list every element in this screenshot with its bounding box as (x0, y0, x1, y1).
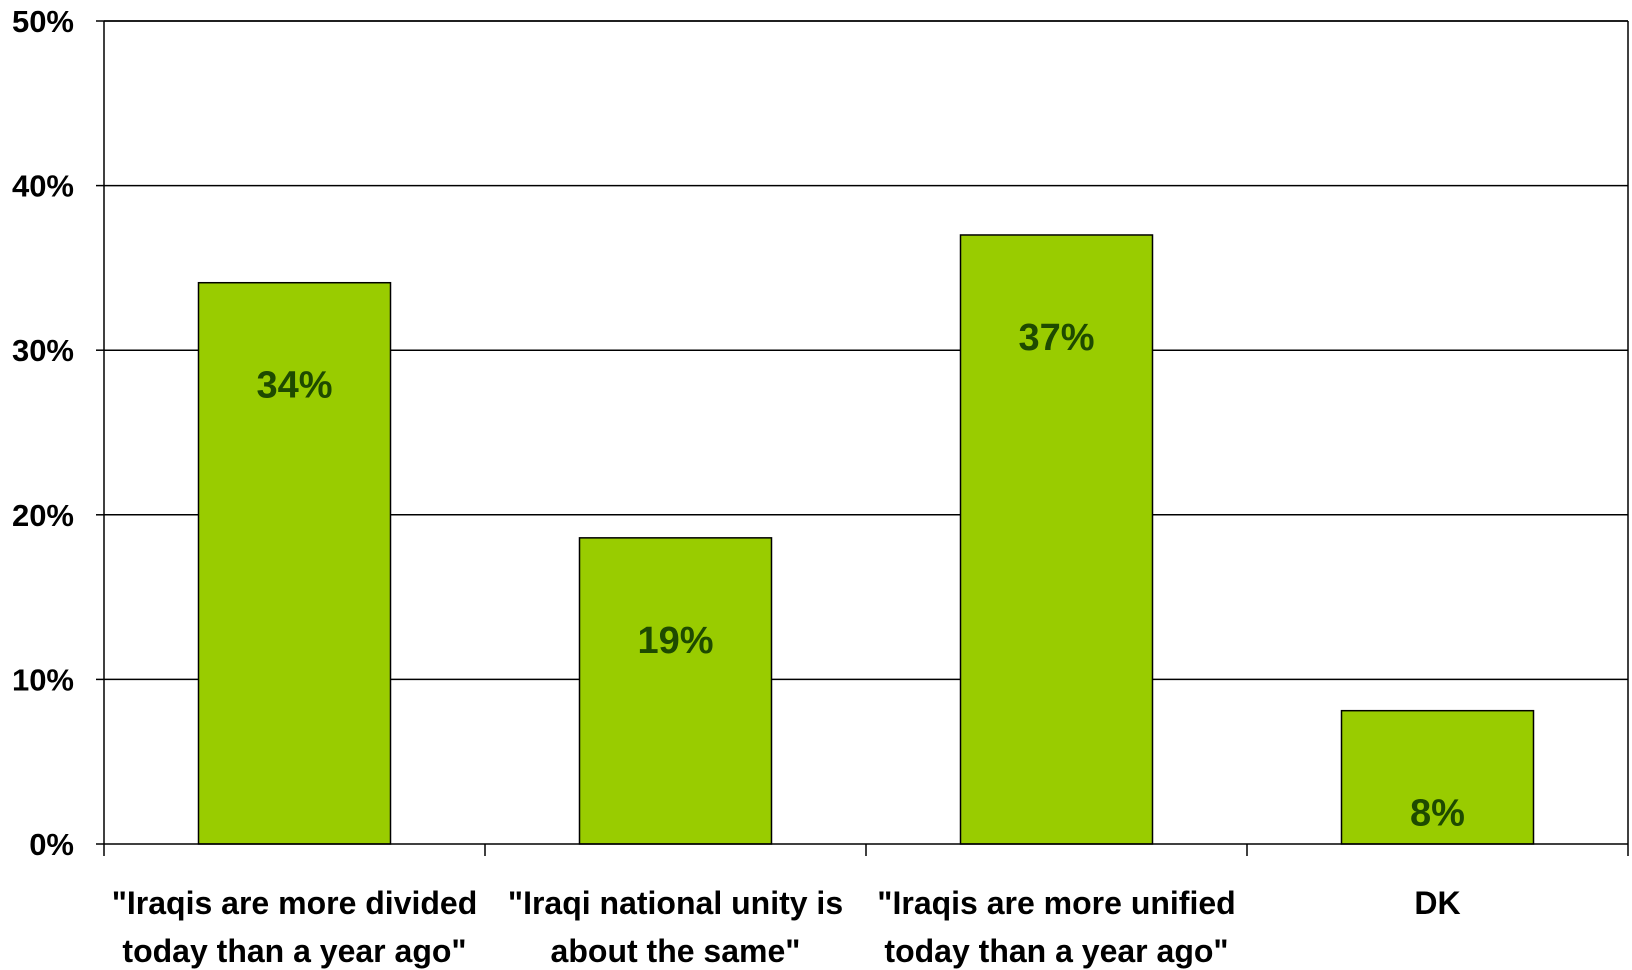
x-category-label-line: "Iraqi national unity is (508, 885, 843, 921)
bar (578, 537, 773, 845)
bar (197, 281, 392, 845)
value-label: 8% (1410, 793, 1465, 835)
value-label: 19% (637, 620, 713, 662)
axes (96, 20, 1629, 856)
y-tick-label: 50% (12, 4, 74, 39)
x-category-label-line: "Iraqis are more divided (112, 885, 478, 921)
x-category-label-line: "Iraqis are more unified (877, 885, 1235, 921)
x-category-label: "Iraqis are more divided today than a yea… (112, 885, 478, 969)
y-tick-labels: 0% 10% 20% 30% 40% 50% (12, 4, 74, 862)
bars (197, 234, 1535, 845)
x-category-label: "Iraqis are more unified today than a yea… (877, 885, 1235, 969)
x-category-label: DK (1414, 885, 1460, 921)
bar (959, 234, 1154, 845)
y-tick-label: 10% (12, 662, 74, 697)
value-labels: 34% 19% 37% 8% (256, 317, 1464, 835)
x-category-label-line: DK (1414, 885, 1460, 921)
x-category-label-line: today than a year ago" (122, 933, 466, 969)
y-tick-label: 0% (29, 827, 74, 862)
x-category-label-line: today than a year ago" (884, 933, 1228, 969)
value-label: 37% (1018, 317, 1094, 359)
x-category-labels: "Iraqis are more divided today than a yea… (112, 885, 1461, 969)
x-category-label-line: about the same" (551, 933, 801, 969)
y-tick-label: 30% (12, 333, 74, 368)
bar (1340, 709, 1535, 845)
x-category-label: "Iraqi national unity is about the same" (508, 885, 843, 969)
y-tick-label: 20% (12, 498, 74, 533)
value-label: 34% (256, 365, 332, 407)
y-tick-label: 40% (12, 169, 74, 204)
